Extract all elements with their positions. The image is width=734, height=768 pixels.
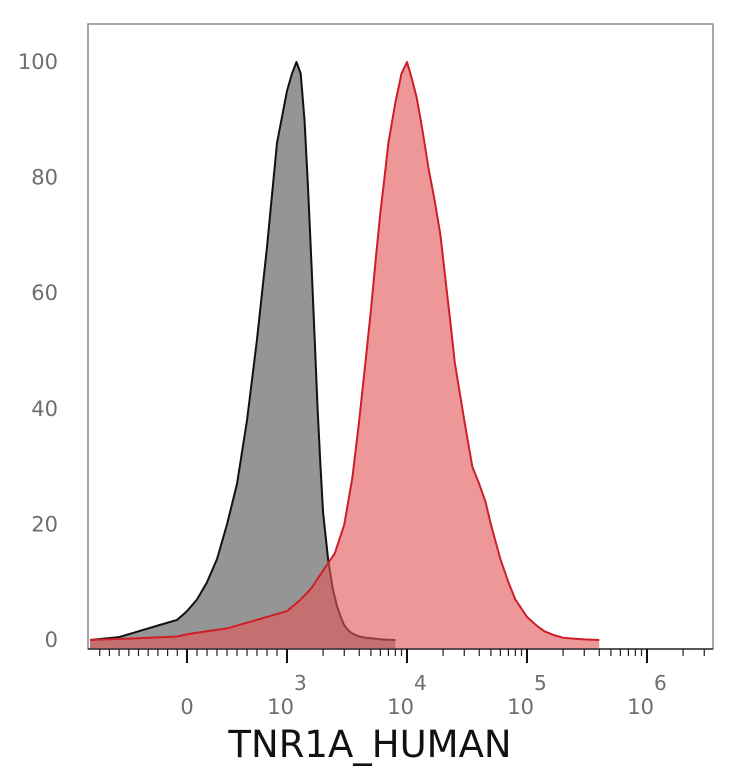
x-tick-exponent: 3 (294, 671, 307, 695)
series-layer (89, 61, 600, 649)
y-tick-label: 100 (18, 50, 58, 74)
x-tick-label: 0 (180, 695, 193, 719)
y-axis: 0 20 40 60 80 100 (18, 50, 58, 652)
x-tick-exponent: 4 (414, 671, 427, 695)
x-tick-label: 104 (387, 671, 426, 719)
x-tick-exponent: 6 (654, 671, 667, 695)
y-tick-label: 20 (31, 512, 58, 536)
y-tick-label: 0 (45, 628, 58, 652)
series-2-line (89, 61, 600, 641)
x-tick-label: 103 (267, 671, 306, 719)
series-1-area (90, 62, 396, 649)
x-axis: 0 103 104 105 106 (88, 648, 713, 719)
x-tick-exponent: 5 (534, 671, 547, 695)
y-tick-label: 60 (31, 281, 58, 305)
x-tick-label: 105 (507, 671, 546, 719)
y-tick-label: 80 (31, 166, 58, 190)
series-2-area (90, 62, 600, 649)
x-tick-label: 106 (627, 671, 666, 719)
y-tick-label: 40 (31, 397, 58, 421)
x-axis-title: TNR1A_HUMAN (227, 723, 511, 766)
